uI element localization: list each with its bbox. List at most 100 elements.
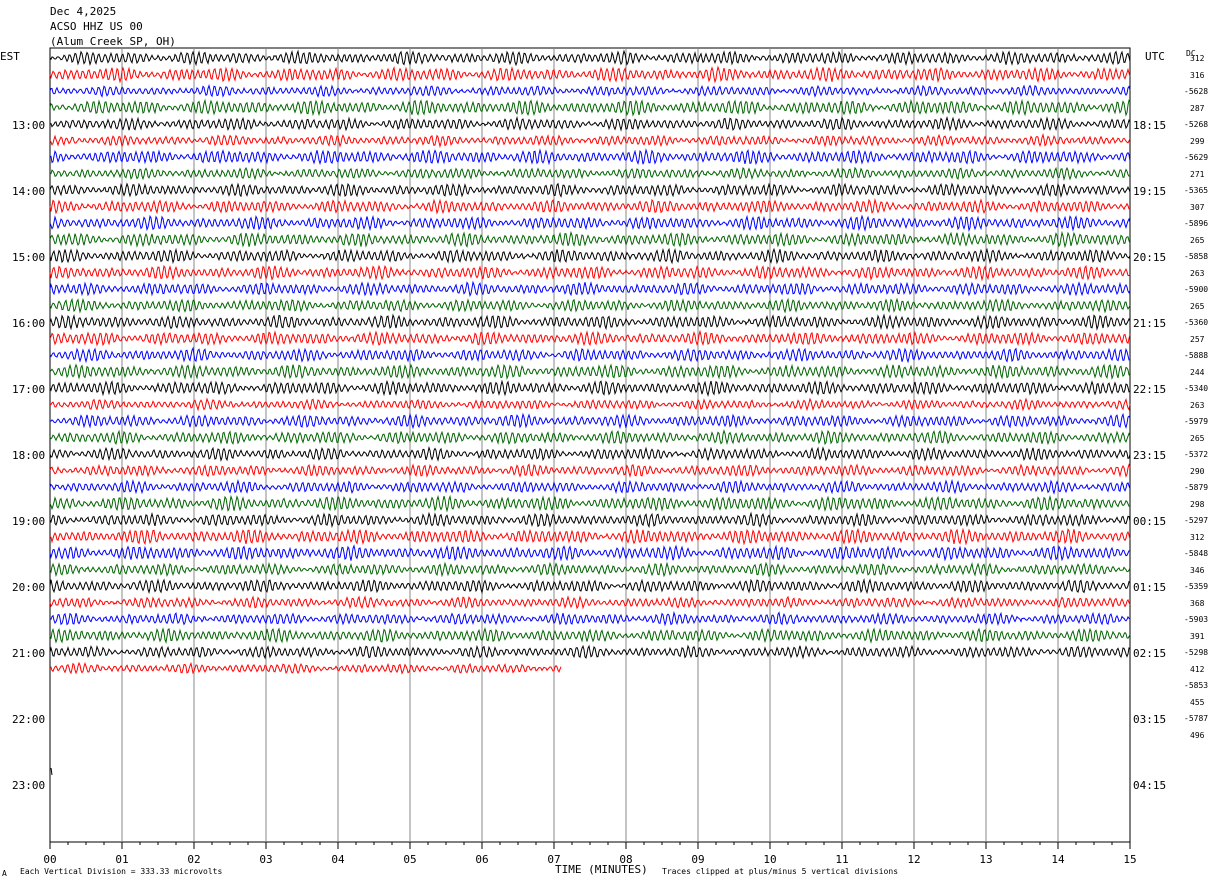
trace-line [49,561,1131,578]
dc-offset-label: -5879 [1184,483,1209,492]
dc-offset-label: 299 [1190,136,1205,146]
trace-line [49,49,1131,67]
dc-offset-label: -5340 [1184,384,1209,393]
trace-line [49,644,1131,660]
trace-line [49,65,1131,84]
x-tick-label: 13 [979,853,992,866]
right-hour-label: 18:15 [1133,119,1167,132]
right-hour-label: 00:15 [1133,515,1167,528]
right-hour-label: 20:15 [1133,251,1167,264]
x-tick-label: 10 [763,853,776,866]
dc-offset-label: 290 [1190,466,1205,476]
dc-offset-label: 316 [1190,70,1205,80]
dc-offset-label: 412 [1190,664,1205,674]
x-tick-label: 08 [619,853,632,866]
trace-line [49,182,1131,198]
left-hour-label: 15:00 [12,251,46,264]
right-hour-label: 23:15 [1133,449,1167,462]
plot-frame [49,47,1131,843]
x-axis-title: TIME (MINUTES) [555,863,648,876]
dc-offset-label: -5365 [1184,186,1209,195]
dc-offset-label: -5268 [1184,120,1209,129]
trace-line [49,230,1131,249]
trace-line [49,264,1131,282]
left-hour-label: 19:00 [12,515,46,528]
trace-line [50,397,1131,412]
trace-line [49,445,1131,462]
right-hour-label: 03:15 [1133,713,1167,726]
left-timezone-label: EST [0,50,20,63]
dc-offset-label: 263 [1190,268,1205,278]
trace-line [49,429,1131,446]
dc-offset-label: -5853 [1184,681,1209,690]
dc-offset-label: -5848 [1184,549,1209,558]
dc-offset-label: -5979 [1184,417,1209,426]
scale-note: Each Vertical Division = 333.33 microvol… [20,867,223,876]
dc-offset-label: 312 [1190,532,1205,542]
trace-line [49,346,1130,364]
x-tick-label: 06 [475,853,488,866]
station-location: (Alum Creek SP, OH) [50,35,176,48]
dc-offset-label: -5903 [1184,615,1209,624]
dc-offset-label: 271 [1190,169,1205,179]
dc-offset-label: 287 [1190,103,1205,113]
dc-offset-label: -5900 [1184,285,1209,294]
trace-line [49,166,1130,182]
trace-line [49,84,1131,98]
left-hour-label: 13:00 [12,119,46,132]
trace-line [49,627,1131,645]
trace-line [49,297,1131,314]
dc-offset-label: 312 [1190,54,1205,63]
x-tick-label: 12 [907,853,920,866]
trace-line [49,280,1131,298]
right-hour-label: 21:15 [1133,317,1167,330]
left-hour-label: 21:00 [12,647,46,660]
dc-offset-label: 265 [1190,235,1205,245]
dc-offset-label: 455 [1190,697,1205,707]
x-tick-label: 00 [43,853,56,866]
left-hour-label: 14:00 [12,185,46,198]
dc-offset-label: 368 [1190,598,1205,608]
dc-offset-label: -5359 [1184,582,1209,591]
dc-offset-label: -5629 [1184,153,1209,162]
right-hour-label: 22:15 [1133,383,1167,396]
x-tick-label: 09 [691,853,704,866]
trace-line [49,412,1131,430]
dc-offset-label: 244 [1190,367,1205,377]
x-tick-label: 03 [259,853,272,866]
trace-line [49,595,1131,610]
dc-offset-label: 265 [1190,433,1205,443]
left-hour-label: 17:00 [12,383,46,396]
trace-line [49,329,1131,347]
x-tick-label: 02 [187,853,200,866]
dc-offset-label: -5372 [1184,450,1209,459]
trace-line [49,98,1131,117]
left-hour-label: 18:00 [12,449,46,462]
left-hour-label: 20:00 [12,581,46,594]
trace-line [49,379,1131,398]
trace-line [49,463,1131,478]
left-hour-label: 16:00 [12,317,46,330]
trace-line [49,478,1131,495]
right-hour-label: 04:15 [1133,779,1167,792]
trace-line [49,544,1131,562]
footer-marker: A [2,869,7,878]
dc-offset-label: 257 [1190,334,1205,344]
station-code: ACSO HHZ US 00 [50,20,143,33]
dc-offset-header: DC [1186,49,1196,58]
trace-line [49,578,1131,595]
x-tick-label: 14 [1051,853,1065,866]
trace-line [49,148,1131,166]
x-tick-label: 15 [1123,853,1136,866]
dc-offset-label: 298 [1190,499,1205,509]
trace-line [49,610,1131,627]
dc-offset-label: -5787 [1184,714,1209,723]
dc-offset-label: 391 [1190,631,1205,641]
right-hour-label: 01:15 [1133,581,1167,594]
dc-offset-label: -5628 [1184,87,1209,96]
dc-offset-label: -5360 [1184,318,1209,327]
trace-line [49,363,1131,380]
dc-offset-label: 265 [1190,301,1205,311]
trace-start-mark [50,767,53,776]
trace-line [49,494,1131,513]
